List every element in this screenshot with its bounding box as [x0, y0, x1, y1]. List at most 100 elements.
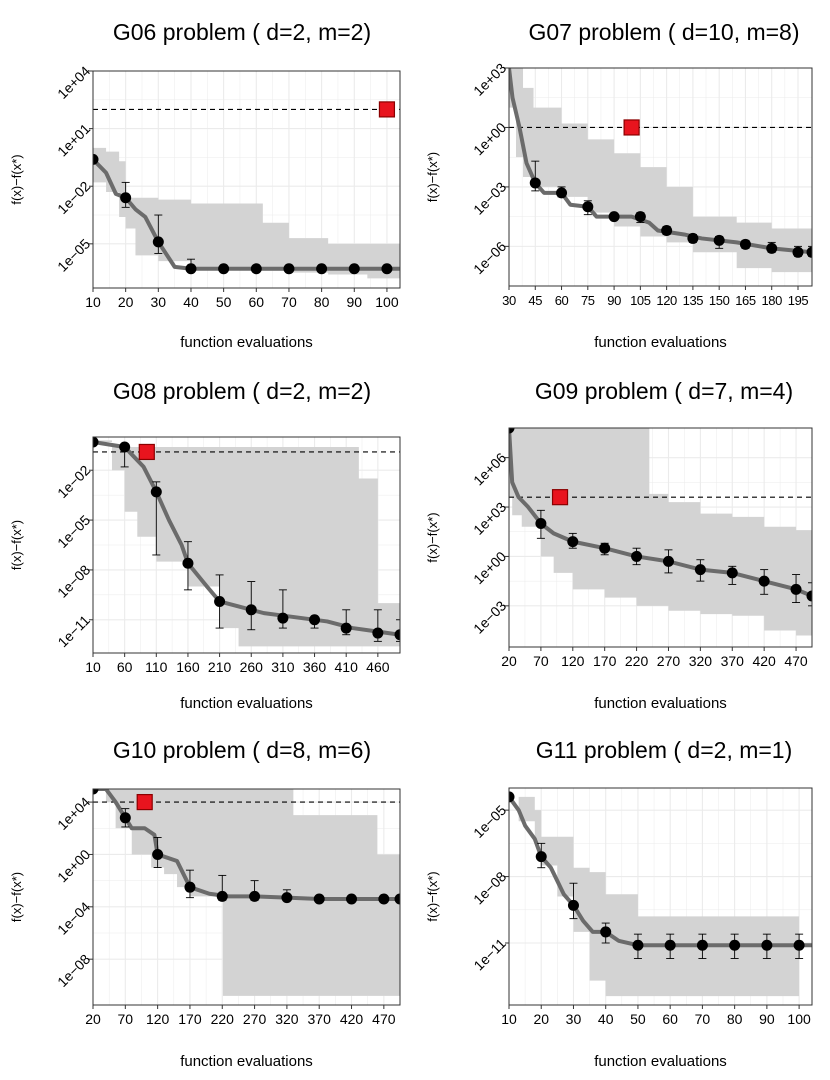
x-tick-label: 60 [555, 293, 569, 308]
x-axis-label: function evaluations [180, 334, 313, 351]
data-point [316, 263, 328, 275]
data-point [608, 211, 620, 223]
y-tick-label: 1e+00 [54, 846, 93, 885]
x-tick-label: 20 [85, 1011, 101, 1027]
data-point [281, 892, 293, 904]
x-tick-label: 120 [146, 1011, 170, 1027]
x-tick-label: 220 [211, 1011, 235, 1027]
x-tick-label: 160 [176, 659, 200, 675]
x-tick-label: 120 [561, 653, 585, 669]
y-tick-label: 1e−02 [54, 178, 93, 217]
x-tick-label: 100 [375, 294, 399, 310]
data-point [792, 246, 804, 258]
data-point [250, 263, 262, 275]
data-point [119, 441, 131, 453]
x-tick-label: 10 [501, 1011, 517, 1027]
y-axis-label: f(x)−f(x*) [9, 520, 24, 570]
y-tick-label: 1e−03 [470, 597, 509, 636]
uncertainty-band [509, 428, 812, 636]
y-tick-label: 1e−11 [54, 612, 93, 651]
chart-panel-3: 10 60 110 160 210 260 310 360 410 460 1e−02 1e−05 1e… [9, 378, 401, 712]
y-tick-label: 1e+06 [470, 449, 509, 488]
data-point [214, 595, 226, 607]
plot-border [92, 70, 401, 289]
x-tick-label: 60 [117, 659, 133, 675]
y-tick-label: 1e−08 [54, 562, 93, 601]
x-tick-label: 30 [151, 294, 167, 310]
x-tick-label: 410 [335, 659, 359, 675]
y-tick-label: 1e+04 [54, 63, 93, 102]
data-point [729, 939, 741, 951]
plot-border [508, 427, 813, 648]
chart-panel-6: 10 20 30 40 50 60 70 80 90 100 1e−05 1e−08 1e−11 G11 … [425, 737, 813, 1070]
x-tick-label: 60 [249, 294, 265, 310]
x-tick-label: 370 [721, 653, 745, 669]
data-point [346, 893, 358, 905]
x-tick-label: 180 [761, 293, 782, 308]
y-tick-label: 1e−03 [470, 179, 509, 218]
data-point [185, 263, 197, 275]
chart-panel-2: 30 45 60 75 90 105 120 135 150 165 180 195 1e+03 1e+0… [425, 19, 813, 351]
x-tick-label: 60 [662, 1011, 678, 1027]
median-line [509, 794, 812, 948]
x-tick-label: 170 [593, 653, 617, 669]
data-point [806, 590, 812, 602]
y-axis-label: f(x)−f(x*) [425, 871, 440, 921]
y-tick-label: 1e+03 [470, 60, 509, 99]
x-tick-label: 45 [528, 293, 542, 308]
x-tick-label: 210 [208, 659, 232, 675]
x-tick-label: 90 [346, 294, 362, 310]
y-tick-label: 1e+01 [54, 120, 93, 159]
x-tick-label: 40 [183, 294, 199, 310]
data-point [152, 848, 164, 860]
data-point [372, 627, 384, 639]
y-tick-label: 1e−05 [54, 512, 93, 551]
data-point [93, 789, 99, 795]
data-point [309, 614, 321, 626]
chart-title: G07 problem ( d=10, m=8) [528, 19, 799, 45]
plot-content [509, 791, 812, 997]
data-point [313, 893, 325, 905]
data-point [634, 211, 646, 223]
y-tick-label: 1e+04 [54, 794, 93, 833]
y-tick-label: 1e−05 [54, 235, 93, 274]
x-tick-label: 460 [366, 659, 390, 675]
reference-marker [623, 119, 640, 136]
plot-content [93, 437, 400, 647]
y-tick-label: 1e−05 [470, 802, 509, 841]
data-point [245, 604, 257, 616]
x-tick-label: 90 [759, 1011, 775, 1027]
x-tick-label: 320 [689, 653, 713, 669]
x-axis-label: function evaluations [594, 1053, 727, 1070]
x-tick-label: 360 [303, 659, 327, 675]
plot-content [93, 789, 400, 996]
data-point [567, 536, 579, 548]
y-axis-label: f(x)−f(x*) [9, 872, 24, 922]
x-tick-label: 70 [281, 294, 297, 310]
x-tick-label: 100 [787, 1011, 811, 1027]
data-point [509, 791, 515, 803]
data-point [283, 263, 295, 275]
data-point [599, 542, 611, 554]
plot-border [92, 788, 401, 1006]
chart-title: G10 problem ( d=8, m=6) [113, 737, 371, 763]
data-point [152, 236, 164, 248]
reference-marker [136, 793, 153, 811]
y-tick-label: 1e+00 [470, 119, 509, 158]
data-point [216, 890, 228, 902]
x-axis-label: function evaluations [594, 334, 727, 351]
y-tick-label: 1e−02 [54, 462, 93, 501]
x-tick-label: 270 [657, 653, 681, 669]
data-point [93, 153, 99, 165]
data-point [182, 557, 194, 569]
data-point [790, 583, 802, 595]
x-tick-label: 310 [271, 659, 295, 675]
data-point [806, 246, 812, 258]
x-tick-label: 320 [275, 1011, 299, 1027]
plot-content [509, 428, 812, 636]
y-tick-label: 1e−08 [470, 868, 509, 907]
chart-title: G11 problem ( d=2, m=1) [536, 737, 793, 763]
x-tick-label: 370 [308, 1011, 332, 1027]
x-tick-label: 30 [566, 1011, 582, 1027]
chart-panel-4: 20 70 120 170 220 270 320 370 420 470 1e+06 1e+03 1e… [425, 378, 813, 712]
